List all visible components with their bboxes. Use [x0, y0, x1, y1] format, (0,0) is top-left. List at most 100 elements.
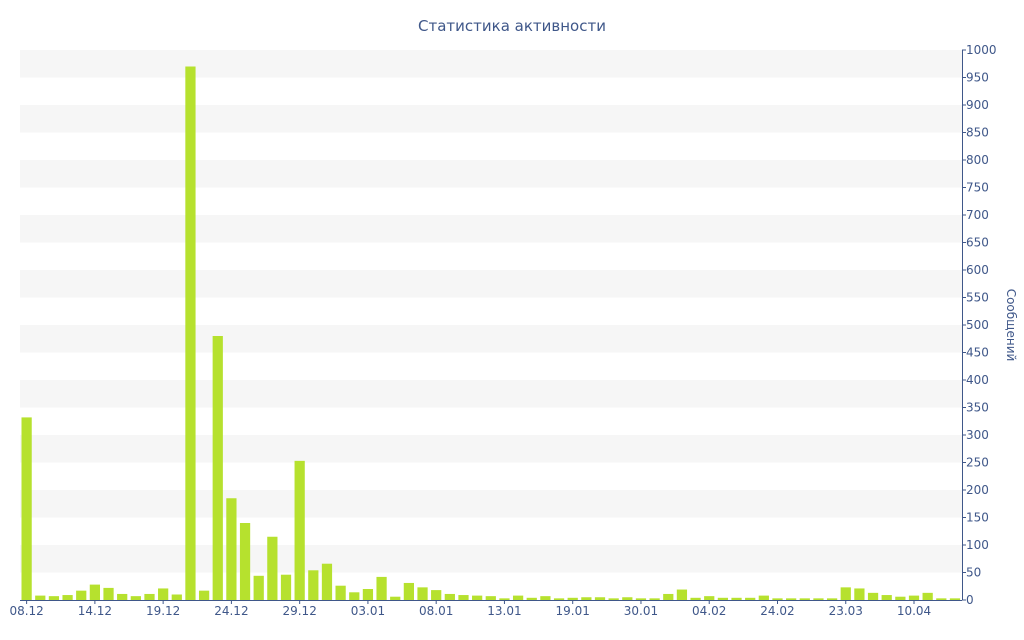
- bar[interactable]: [130, 596, 141, 600]
- y-axis: 0 50 100 150 200 250 300 350 400 450 500 550 600 650 7…: [962, 43, 997, 607]
- bar[interactable]: [553, 598, 565, 600]
- chart-title: Статистика активности: [418, 17, 606, 35]
- x-tick-label: 24.02: [760, 604, 794, 618]
- bar[interactable]: [786, 598, 797, 600]
- bar[interactable]: [799, 598, 810, 600]
- bar[interactable]: [499, 598, 510, 600]
- bar[interactable]: [444, 593, 455, 600]
- bar[interactable]: [949, 598, 961, 600]
- bar[interactable]: [922, 592, 933, 600]
- bar[interactable]: [622, 597, 633, 600]
- grid-band: [20, 270, 962, 298]
- y-tick-label: 500: [966, 318, 989, 332]
- bar[interactable]: [403, 582, 414, 600]
- bar[interactable]: [581, 597, 592, 600]
- bar[interactable]: [881, 595, 892, 600]
- bar[interactable]: [431, 590, 442, 600]
- bar[interactable]: [458, 595, 469, 600]
- bar[interactable]: [390, 596, 401, 600]
- bar[interactable]: [526, 597, 537, 600]
- bar[interactable]: [936, 598, 947, 600]
- bar[interactable]: [813, 598, 824, 600]
- bar[interactable]: [417, 587, 428, 600]
- bar[interactable]: [253, 575, 264, 600]
- bar[interactable]: [76, 590, 87, 600]
- bar[interactable]: [62, 595, 73, 600]
- bar[interactable]: [117, 593, 128, 600]
- x-tick-label: 29.12: [282, 604, 316, 618]
- bar[interactable]: [89, 584, 100, 600]
- bar[interactable]: [267, 536, 278, 600]
- bar[interactable]: [335, 585, 346, 600]
- bar[interactable]: [540, 596, 551, 600]
- bar[interactable]: [908, 595, 920, 600]
- bar[interactable]: [198, 590, 210, 600]
- bar[interactable]: [594, 597, 606, 600]
- bar[interactable]: [103, 587, 114, 600]
- y-tick-label: 700: [966, 208, 989, 222]
- bar[interactable]: [704, 596, 715, 600]
- grid-band: [20, 545, 962, 573]
- bar[interactable]: [48, 596, 60, 600]
- bar[interactable]: [321, 563, 333, 600]
- x-tick-label: 30.01: [624, 604, 658, 618]
- bar[interactable]: [608, 598, 619, 600]
- bar[interactable]: [171, 594, 182, 601]
- bar[interactable]: [308, 570, 319, 600]
- bar[interactable]: [772, 598, 783, 600]
- bar[interactable]: [226, 498, 237, 600]
- bar[interactable]: [485, 596, 496, 600]
- x-tick-label: 23.03: [829, 604, 863, 618]
- bar[interactable]: [512, 595, 524, 600]
- grid-band: [20, 325, 962, 353]
- bar[interactable]: [717, 597, 728, 600]
- bar[interactable]: [758, 595, 769, 600]
- grid-band: [20, 490, 962, 518]
- bar[interactable]: [676, 589, 688, 600]
- bar[interactable]: [158, 588, 169, 600]
- bar[interactable]: [294, 460, 305, 600]
- bar[interactable]: [362, 589, 374, 600]
- bar[interactable]: [349, 592, 360, 600]
- bar[interactable]: [376, 576, 387, 600]
- bar[interactable]: [690, 597, 701, 600]
- bar[interactable]: [239, 523, 251, 600]
- bar[interactable]: [663, 593, 674, 600]
- y-tick-label: 0: [966, 593, 974, 607]
- bar[interactable]: [567, 597, 578, 600]
- y-tick-label: 850: [966, 126, 989, 140]
- bar[interactable]: [21, 417, 32, 600]
- x-tick-label: 14.12: [78, 604, 112, 618]
- y-axis-label: Сообщений: [1004, 289, 1018, 362]
- bar[interactable]: [895, 596, 906, 600]
- grid-band: [20, 105, 962, 133]
- bar[interactable]: [649, 598, 660, 600]
- x-tick-label: 24.12: [214, 604, 248, 618]
- bar[interactable]: [826, 598, 838, 600]
- grid-band: [20, 160, 962, 188]
- bar[interactable]: [472, 595, 483, 600]
- x-tick-label: 10.04: [897, 604, 931, 618]
- y-tick-label: 900: [966, 98, 989, 112]
- x-tick-label: 03.01: [351, 604, 385, 618]
- bar[interactable]: [144, 593, 155, 600]
- y-tick-label: 550: [966, 291, 989, 305]
- x-tick-label: 13.01: [487, 604, 521, 618]
- bar[interactable]: [867, 592, 879, 600]
- bar[interactable]: [185, 66, 196, 601]
- bar[interactable]: [35, 595, 46, 600]
- x-tick-label: 19.01: [556, 604, 590, 618]
- x-axis: 08.12 14.12 19.12 24.12 29.12 03.01 08.01 13.01…: [9, 600, 931, 618]
- bar[interactable]: [745, 597, 756, 600]
- bar[interactable]: [731, 597, 742, 600]
- bar[interactable]: [854, 588, 865, 600]
- y-tick-label: 100: [966, 538, 989, 552]
- y-tick-label: 800: [966, 153, 989, 167]
- bar[interactable]: [840, 587, 851, 600]
- bar[interactable]: [280, 574, 292, 600]
- y-tick-label: 250: [966, 456, 989, 470]
- bar[interactable]: [212, 336, 223, 600]
- bars: [21, 66, 961, 601]
- y-tick-label: 600: [966, 263, 989, 277]
- bar[interactable]: [635, 598, 647, 600]
